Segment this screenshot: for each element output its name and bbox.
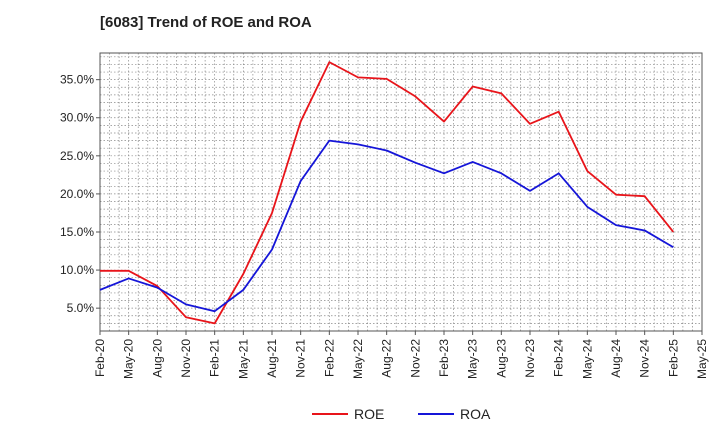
x-tick-label: Feb-23: [437, 339, 451, 377]
y-tick-label: 35.0%: [60, 73, 94, 87]
x-tick-label: May-25: [695, 339, 709, 379]
legend-label-roe: ROE: [354, 406, 384, 422]
x-tick-label: May-22: [351, 339, 365, 379]
legend-label-roa: ROA: [460, 406, 491, 422]
y-tick-label: 15.0%: [60, 225, 94, 239]
legend: ROE ROA: [312, 406, 491, 422]
x-tick-label: Aug-24: [609, 339, 623, 378]
x-tick-label: Aug-20: [150, 339, 164, 378]
x-tick-label: Feb-24: [552, 339, 566, 377]
x-tick-label: Nov-20: [179, 339, 193, 378]
series-lines: [99, 61, 675, 325]
x-tick-label: Aug-21: [265, 339, 279, 378]
x-tick-label: Nov-23: [523, 339, 537, 378]
x-tick-label: Nov-24: [638, 339, 652, 378]
chart-title: [6083] Trend of ROE and ROA: [100, 14, 312, 31]
y-tick-label: 30.0%: [60, 111, 94, 125]
x-tick-label: Nov-22: [408, 339, 422, 378]
x-tick-label: Nov-21: [294, 339, 308, 378]
x-tick-label: May-23: [466, 339, 480, 379]
grid: [100, 53, 702, 332]
y-tick-label: 10.0%: [60, 263, 94, 277]
plot-area: [99, 52, 703, 332]
series-line-roa: [99, 139, 674, 313]
y-tick-label: 20.0%: [60, 187, 94, 201]
y-axis: 5.0% 10.0% 15.0% 20.0% 25.0% 30.0% 35.0%: [60, 73, 100, 315]
x-tick-label: Aug-22: [380, 339, 394, 378]
x-tick-label: May-20: [122, 339, 136, 379]
x-tick-label: Feb-22: [322, 339, 336, 377]
y-tick-label: 5.0%: [67, 301, 95, 315]
series-line-roe: [100, 61, 675, 325]
y-tick-label: 25.0%: [60, 149, 94, 163]
x-tick-label: Feb-25: [666, 339, 680, 377]
x-tick-label: Feb-21: [208, 339, 222, 377]
x-tick-label: May-21: [236, 339, 250, 379]
x-tick-label: May-24: [580, 339, 594, 379]
x-tick-label: Feb-20: [93, 339, 107, 377]
x-axis: Feb-20 May-20 Aug-20 Nov-20 Feb-21 May-21 Aug-…: [93, 331, 709, 379]
x-tick-label: Aug-23: [494, 339, 508, 378]
